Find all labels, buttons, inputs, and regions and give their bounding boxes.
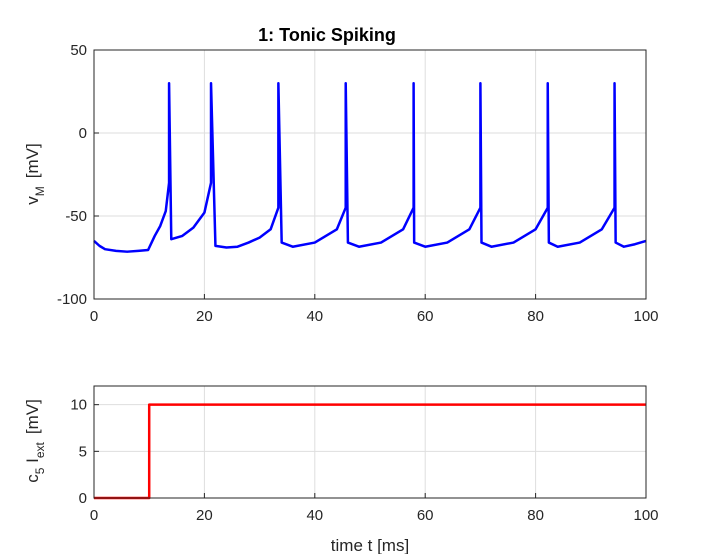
voltage-y-tick-label: -100: [57, 291, 87, 308]
voltage-x-tick-label: 100: [633, 308, 658, 325]
voltage-y-label-main: v: [23, 196, 42, 205]
chart-title: 1: Tonic Spiking: [258, 25, 396, 45]
voltage-trace: [93, 81, 647, 253]
voltage-axes-box: [93, 49, 647, 300]
current-y-label-main: I: [23, 458, 42, 467]
current-y-label: c5 Iext [mV]: [23, 399, 47, 483]
current-x-tick-label: 20: [196, 507, 213, 524]
current-x-tick-label: 0: [90, 507, 98, 524]
current-plot-area: [94, 386, 646, 498]
current-y-label-unit: [mV]: [23, 399, 42, 434]
current-y-tick-label: 5: [79, 443, 87, 460]
current-x-label: time t [ms]: [331, 536, 409, 554]
voltage-x-tick-label: 60: [417, 308, 434, 325]
current-y-tick-label: 0: [79, 490, 87, 507]
voltage-plot-area: [94, 50, 646, 299]
voltage-x-tick-label: 20: [196, 308, 213, 325]
voltage-x-tick-label: 0: [90, 308, 98, 325]
current-x-tick-label: 40: [306, 507, 323, 524]
voltage-y-label-sub: M: [33, 186, 47, 196]
voltage-x-tick-label: 40: [306, 308, 323, 325]
current-y-label-pre-sub: 5: [33, 467, 47, 474]
current-axes-box: [93, 385, 647, 499]
voltage-y-label-unit: [mV]: [23, 143, 42, 178]
voltage-ticks: 0 20 40 60 80 100 -100 -50 0 50: [57, 42, 659, 325]
current-x-tick-label: 60: [417, 507, 434, 524]
current-y-tick-label: 10: [70, 397, 87, 414]
voltage-y-tick-label: 50: [70, 42, 87, 59]
voltage-series-line: [93, 81, 647, 253]
current-ticks: 0 20 40 60 80 100 0 5 10: [70, 397, 658, 524]
voltage-y-tick-label: 0: [79, 125, 87, 142]
voltage-x-tick-label: 80: [527, 308, 544, 325]
voltage-y-tick-label: -50: [65, 208, 87, 225]
voltage-panel: 1: Tonic Spiking 0 20 40 60 80 100-100-50050 …: [23, 25, 659, 325]
current-x-tick-label: 100: [633, 507, 658, 524]
current-y-label-pre: c: [23, 474, 42, 483]
voltage-y-label: vM [mV]: [23, 143, 47, 204]
current-y-label-sub: ext: [33, 441, 47, 458]
current-x-tick-label: 80: [527, 507, 544, 524]
